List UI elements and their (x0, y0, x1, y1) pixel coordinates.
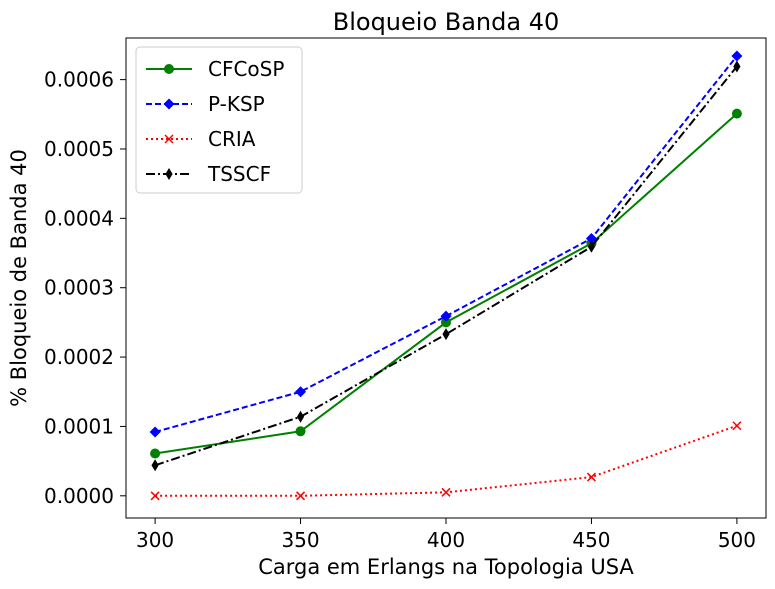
series-cria (150, 421, 742, 501)
x-tick-label: 500 (718, 528, 756, 552)
data-point-marker (440, 310, 452, 322)
data-point-marker (150, 448, 161, 459)
data-point-marker (296, 410, 305, 423)
data-point-marker (441, 487, 451, 497)
data-point-marker (731, 50, 743, 62)
data-point-marker (164, 64, 174, 74)
legend-label: TSSCF (207, 162, 271, 186)
y-tick-label: 0.0001 (44, 414, 114, 438)
data-point-marker (149, 426, 161, 438)
legend-entry: TSSCF (146, 162, 271, 186)
data-point-marker (442, 328, 450, 341)
legend-label: CFCoSP (208, 57, 284, 81)
data-point-marker (731, 108, 742, 119)
data-point-marker (733, 60, 741, 73)
series-tsscf (151, 60, 741, 472)
legend: CFCoSP P-KSP CRIA TSSCF (135, 46, 303, 194)
series-line (154, 55, 738, 433)
series-layer (149, 50, 743, 501)
y-axis: 0.0000 0.0001 0.0002 0.0003 0.0004 0.0005 0.00… (44, 68, 126, 508)
data-point-marker (165, 168, 173, 180)
chart-title: Bloqueio Banda 40 (333, 8, 560, 36)
series-p-ksp (149, 50, 743, 438)
data-point-marker (585, 232, 597, 244)
data-point-marker (587, 240, 596, 253)
x-tick-label: 350 (281, 528, 319, 552)
data-point-marker (586, 472, 596, 482)
legend-entry: P-KSP (146, 92, 265, 116)
x-tick-label: 450 (572, 528, 610, 552)
data-point-marker (732, 421, 742, 431)
y-tick-label: 0.0004 (44, 206, 114, 230)
legend-label: CRIA (208, 127, 256, 151)
y-tick-label: 0.0002 (44, 345, 114, 369)
y-tick-label: 0.0003 (44, 276, 114, 300)
x-axis: 300 350 400 450 500 (136, 518, 756, 552)
legend-label: P-KSP (208, 92, 265, 116)
legend-entry: CFCoSP (146, 57, 284, 81)
data-point-marker (164, 134, 174, 144)
x-axis-label: Carga em Erlangs na Topologia USA (258, 555, 634, 579)
y-tick-label: 0.0006 (44, 68, 114, 92)
data-point-marker (163, 98, 175, 110)
y-tick-label: 0.0005 (44, 137, 114, 161)
y-axis-label: % Bloqueio de Banda 40 (7, 149, 31, 407)
data-point-marker (295, 386, 307, 398)
x-tick-label: 400 (427, 528, 465, 552)
x-tick-label: 300 (136, 528, 174, 552)
legend-entry: CRIA (146, 127, 256, 151)
data-point-marker (150, 491, 160, 501)
y-tick-label: 0.0000 (44, 484, 114, 508)
data-point-marker (151, 459, 159, 472)
data-point-marker (295, 426, 306, 437)
series-line (154, 65, 738, 467)
legend-frame (135, 46, 303, 194)
data-point-marker (296, 491, 306, 501)
